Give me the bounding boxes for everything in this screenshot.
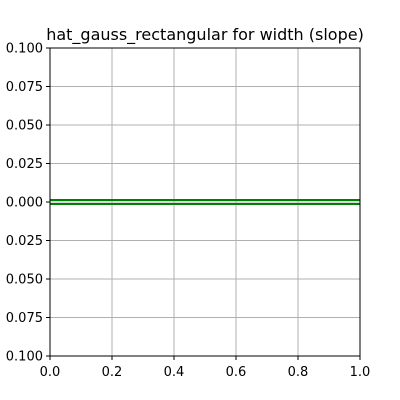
y-tick-label: 0.025 [6,157,43,172]
y-tick-label: 0.050 [6,273,43,288]
y-tick-label: 0.050 [6,119,43,134]
y-axis: 0.100 0.075 0.050 0.025 0.000 0.025 0.050 0.075… [6,42,50,365]
y-tick-label: 0.100 [6,350,43,365]
y-tick-label: 0.100 [6,42,43,57]
y-tick-label: 0.000 [6,196,43,211]
x-tick-label: 0.8 [288,365,309,380]
y-tick-label: 0.025 [6,234,43,249]
y-tick-label: 0.075 [6,80,43,95]
grid [49,47,361,357]
x-tick-label: 0.2 [102,365,123,380]
x-tick-label: 0.0 [40,365,61,380]
y-tick-label: 0.075 [6,311,43,326]
x-tick-label: 0.6 [226,365,247,380]
series-layer [50,199,360,205]
x-axis: 0.0 0.2 0.4 0.6 0.8 1.0 [40,356,371,380]
chart-title: hat_gauss_rectangular for width (slope) [46,25,364,45]
x-tick-label: 0.4 [164,365,185,380]
x-tick-label: 1.0 [350,365,371,380]
